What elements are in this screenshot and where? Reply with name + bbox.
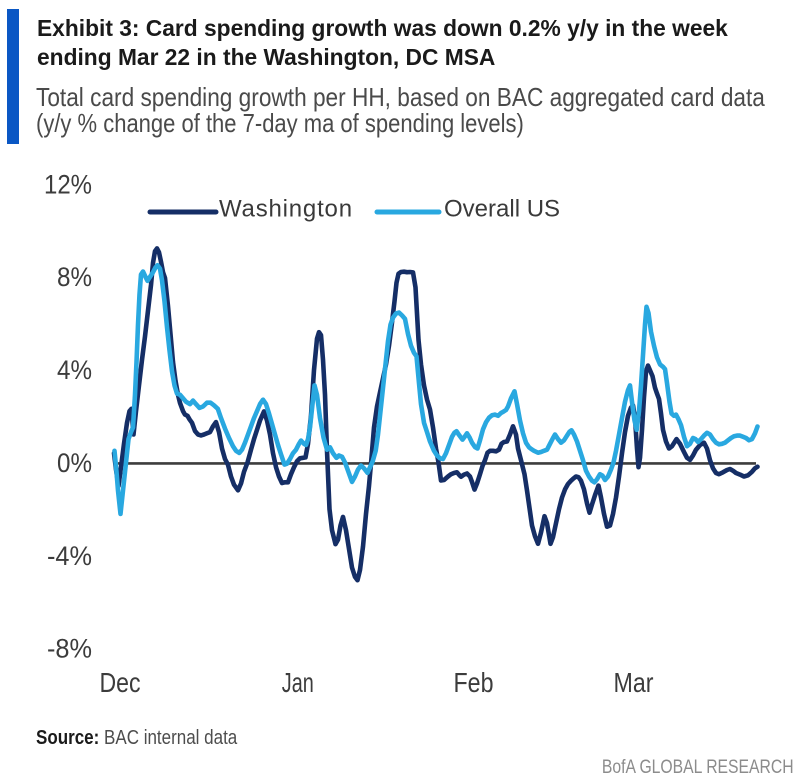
svg-text:-8%: -8%	[47, 634, 92, 664]
svg-text:Feb: Feb	[454, 667, 494, 698]
svg-text:Mar: Mar	[614, 667, 654, 698]
svg-text:12%: 12%	[44, 169, 92, 199]
svg-text:4%: 4%	[57, 355, 92, 385]
svg-text:8%: 8%	[57, 262, 92, 292]
svg-text:-4%: -4%	[47, 541, 92, 571]
svg-text:0%: 0%	[57, 448, 92, 478]
svg-text:Jan: Jan	[282, 667, 314, 698]
svg-text:Washington: Washington	[219, 196, 353, 223]
svg-text:Overall US: Overall US	[444, 196, 560, 223]
svg-text:Dec: Dec	[100, 667, 141, 698]
